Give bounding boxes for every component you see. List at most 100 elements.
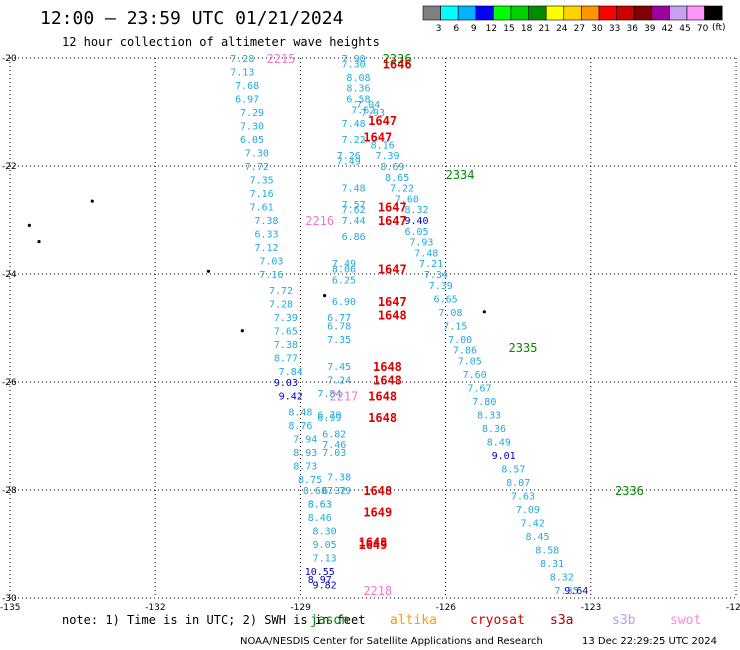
footer-timestamp: 13 Dec 22:29:25 UTC 2024 <box>582 636 717 647</box>
swh-value: 6.65 <box>434 294 458 305</box>
swh-value: 8.06 <box>332 265 356 276</box>
satellite-name-cryosat: cryosat <box>470 613 525 628</box>
x-tick-label: -129 <box>290 603 311 613</box>
pass-time-label: 1648 <box>373 360 402 374</box>
swh-value: 7.62 <box>351 105 375 116</box>
pass-time-label: 2336 <box>383 52 412 66</box>
legend-tick-label: 18 <box>521 24 533 34</box>
swh-value: 6.33 <box>254 230 278 241</box>
legend-tick-label: 15 <box>503 24 514 34</box>
legend-swatch <box>651 5 670 21</box>
x-tick-label: -126 <box>436 603 457 613</box>
swh-value: 8.07 <box>506 478 530 489</box>
chart-subtitle: 12 hour collection of altimeter wave hei… <box>62 35 380 49</box>
swh-value: 7.12 <box>254 243 278 254</box>
swh-value: 8.76 <box>288 421 312 432</box>
swh-value: 7.93 <box>409 238 433 249</box>
legend-tick-label: 42 <box>662 24 673 34</box>
pass-time-label: 1647 <box>363 130 392 144</box>
x-tick-label: -135 <box>0 603 20 613</box>
swh-value: 8.75 <box>298 475 322 486</box>
island-mark <box>482 310 486 314</box>
legend-tick-label: 36 <box>626 24 638 34</box>
island-mark <box>90 199 94 203</box>
legend-tick-label: 39 <box>644 24 656 34</box>
swh-value: 7.30 <box>240 122 264 133</box>
swh-value: 7.30 <box>342 59 366 70</box>
y-axis-ticks: -20 -22 -24 -26 -28 -30 <box>2 54 17 604</box>
satellite-name-altika: altika <box>390 613 437 628</box>
swh-value: 7.34 <box>424 270 448 281</box>
swh-value: 6.05 <box>240 135 264 146</box>
swh-value: 8.97 <box>308 575 332 586</box>
pass-time-label: 2216 <box>305 214 334 228</box>
pass-time-label: 2215 <box>267 52 296 66</box>
swh-value: 7.13 <box>230 68 254 79</box>
swh-value: 8.36 <box>482 424 506 435</box>
legend-swatch <box>475 5 494 21</box>
legend-swatch <box>704 5 723 21</box>
swh-value: 7.16 <box>250 189 274 200</box>
y-tick-label: -24 <box>2 270 17 280</box>
footer-credit: NOAA/NESDIS Center for Satellite Applica… <box>240 636 543 647</box>
swh-value: 7.38 <box>327 473 351 484</box>
swh-value: 7.45 <box>327 362 351 373</box>
swh-value: 7.60 <box>395 194 419 205</box>
swh-value: 7.39 <box>429 281 453 292</box>
pass-time-label: 1649 <box>358 538 387 552</box>
swh-value: 8.30 <box>313 527 337 538</box>
swh-value: 7.39 <box>375 151 399 162</box>
swh-value: 8.16 <box>371 140 395 151</box>
swh-value: 6.25 <box>332 275 356 286</box>
legend-swatch <box>457 5 477 21</box>
swh-value: 7.68 <box>235 81 259 92</box>
pass-time-label: 1647 <box>378 214 407 228</box>
swh-value: 6.77 <box>327 313 351 324</box>
pass-time-labels: 2215 233616461647164723342216164716471647… <box>267 52 644 598</box>
swh-value: 7.08 <box>438 308 462 319</box>
swh-value: 7.04 <box>356 100 380 111</box>
footer-note: note: 1) Time is in UTC; 2) SWH is in fe… <box>62 613 365 627</box>
swh-value: 8.63 <box>308 500 332 511</box>
legend-swatch <box>616 5 635 21</box>
pass-time-label: 1647 <box>378 263 407 277</box>
swh-value: 7.22 <box>390 184 414 195</box>
swh-value: 9.05 <box>313 540 337 551</box>
swh-value: 7.22 <box>342 135 366 146</box>
pass-time-label: 2218 <box>363 584 392 598</box>
swh-value: 9.01 <box>492 451 516 462</box>
swh-value: 7.42 <box>521 518 545 529</box>
swh-value: 7.09 <box>516 505 540 516</box>
swh-value: 9.82 <box>313 581 337 592</box>
y-tick-label: -30 <box>2 594 17 604</box>
pass-time-label: 1648 <box>363 484 392 498</box>
swh-value: 6.70 <box>317 410 341 421</box>
legend-tick-label: 24 <box>556 24 568 34</box>
swh-value: 7.49 <box>337 157 361 168</box>
swh-value: 7.62 <box>342 205 366 216</box>
pass-time-label: 2334 <box>446 168 475 182</box>
legend-tick-label: 9 <box>471 24 477 34</box>
color-legend: 3 6 9 12 15 18 21 24 27 30 33 36 39 42 45 70 <box>422 5 723 34</box>
swh-value: 7.35 <box>555 586 579 597</box>
swh-value: 7.49 <box>332 259 356 270</box>
island-mark <box>27 223 31 227</box>
y-tick-label: -22 <box>2 162 17 172</box>
grid-lines <box>9 57 737 599</box>
swh-value: 7.84 <box>279 367 303 378</box>
swh-value: 7.60 <box>463 370 487 381</box>
x-tick-label: -120 <box>726 603 740 613</box>
legend-tick-label: 21 <box>538 24 549 34</box>
swh-value: 7.48 <box>342 184 366 195</box>
swh-value: 7.03 <box>322 448 346 459</box>
swh-value: 7.35 <box>327 335 351 346</box>
swh-value: 7.48 <box>414 248 438 259</box>
satellite-name-s3a: s3a <box>550 613 573 628</box>
swh-value: 8.49 <box>487 437 511 448</box>
swh-value: 7.48 <box>342 119 366 130</box>
swh-value: 7.26 <box>337 151 361 162</box>
pass-time-label: 1647 <box>368 114 397 128</box>
legend-swatch <box>633 5 653 21</box>
swh-value: 7.35 <box>250 176 274 187</box>
swh-value: 6.05 <box>405 227 429 238</box>
